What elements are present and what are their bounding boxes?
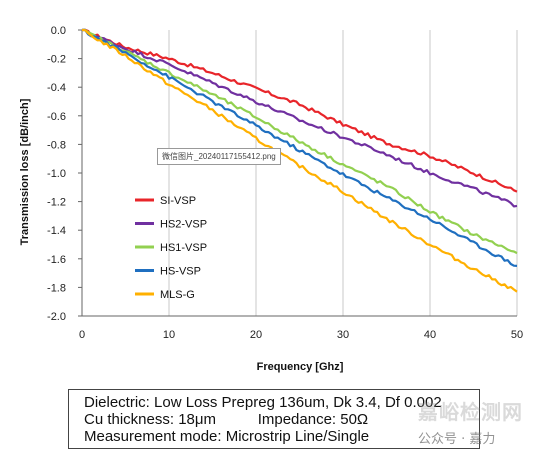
series-line-mls-g	[81, 28, 518, 293]
legend-label: HS2-VSP	[160, 219, 207, 231]
y-tick-label: -1.4	[47, 225, 66, 237]
legend-label: SI-VSP	[160, 195, 196, 207]
y-tick-label: -0.8	[47, 139, 66, 151]
legend-label: HS1-VSP	[160, 242, 207, 254]
y-tick-label: -1.8	[47, 282, 66, 294]
legend: SI-VSP HS2-VSP HS1-VSP HS-VSP MLS-G	[135, 195, 207, 301]
measurement-mode-info: Measurement mode: Microstrip Line/Single	[84, 428, 370, 445]
x-tick-label: 0	[79, 329, 85, 341]
image-filename-label: 微信图片_20240117155412.png	[157, 148, 281, 165]
x-tick-label: 30	[337, 329, 349, 341]
x-tick-label: 40	[424, 329, 436, 341]
y-tick-label: -1.0	[47, 168, 66, 180]
legend-label: MLS-G	[160, 289, 195, 301]
series-line-hs1-vsp	[81, 28, 518, 255]
watermark-logo: 嘉峪检测网	[418, 400, 523, 424]
x-tick-label: 10	[163, 329, 175, 341]
y-tick-label: -1.2	[47, 197, 66, 209]
x-tick-label: 20	[250, 329, 262, 341]
legend-label: HS-VSP	[160, 266, 201, 278]
y-tick-label: -2.0	[47, 311, 66, 323]
y-tick-label: -0.6	[47, 111, 66, 123]
series-line-hs-vsp	[82, 28, 518, 267]
y-tick-label: -0.4	[47, 82, 66, 94]
x-tick-label: 50	[511, 329, 523, 341]
axes: 0 10 20 30 40 50 0.0 -0.2 -0.4 -0.6 -0.8 -1.0 -1.2 -1…	[47, 25, 523, 341]
series-line-si-vsp	[81, 28, 518, 193]
y-tick-label: -0.2	[47, 54, 66, 66]
dielectric-info: Dielectric: Low Loss Prepreg 136um, Dk 3…	[84, 394, 442, 411]
x-axis-title: Frequency [Ghz]	[257, 361, 344, 373]
measurement-info-box: Dielectric: Low Loss Prepreg 136um, Dk 3…	[68, 389, 480, 449]
y-axis-title: Transmission loss [dB/inch]	[19, 98, 31, 245]
series-lines	[81, 28, 518, 293]
watermark-caption: 公众号 · 嘉力	[418, 432, 496, 447]
series-line-hs2-vsp	[81, 28, 518, 208]
y-tick-label: -1.6	[47, 254, 66, 266]
cu-thickness-impedance-info: Cu thickness: 18μm Impedance: 50Ω	[84, 411, 369, 428]
y-tick-label: 0.0	[51, 25, 66, 37]
